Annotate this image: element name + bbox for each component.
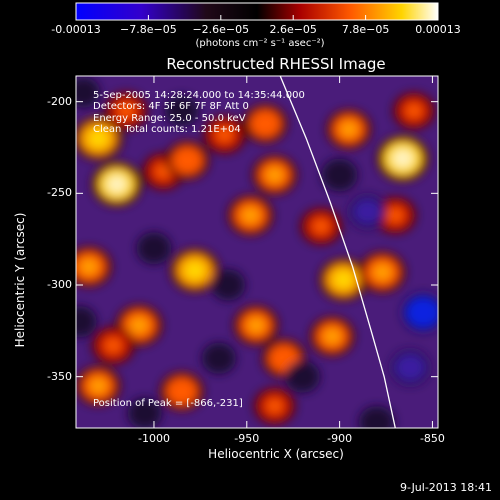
heatmap-blob-16 bbox=[319, 258, 368, 301]
x-tick-label: -850 bbox=[419, 432, 445, 445]
heatmap-blob-12 bbox=[252, 155, 298, 195]
annotation-time: 5-Sep-2005 14:28:24.000 to 14:35:44.000 bbox=[93, 90, 305, 101]
axis-ticks bbox=[76, 76, 438, 428]
footer-date: 9-Jul-2013 18:41 bbox=[399, 481, 492, 494]
heatmap-blob-10 bbox=[227, 195, 274, 236]
heatmap-blob-28 bbox=[76, 305, 97, 338]
heatmap-blob-3 bbox=[142, 152, 185, 190]
heatmap-blob-36 bbox=[127, 397, 162, 428]
heatmap-blob-7 bbox=[165, 140, 210, 180]
heatmap-blob-26 bbox=[211, 269, 246, 301]
chart-title: Reconstructed RHESSI Image bbox=[166, 55, 386, 73]
heatmap-blob-35 bbox=[358, 405, 395, 428]
heatmap-blob-2 bbox=[91, 161, 142, 207]
heatmap-blob-15 bbox=[253, 387, 296, 425]
colorbar-ticks bbox=[75, 15, 439, 20]
heatmap-blob-29 bbox=[136, 232, 172, 265]
annotation-detectors: Detectors: 4F 5F 6F 7F 8F Att 0 bbox=[93, 101, 249, 112]
heatmap-blob-37 bbox=[76, 77, 101, 108]
y-tick-label: -300 bbox=[47, 278, 72, 291]
heatmap-blob-33 bbox=[390, 349, 430, 386]
heatmap-blob-8 bbox=[170, 248, 220, 293]
heatmap-blob-34 bbox=[284, 360, 321, 393]
colorbar-tick-label: −7.8e−05 bbox=[120, 23, 177, 36]
heatmap-blob-14 bbox=[159, 371, 204, 411]
heatmap-blob-27 bbox=[201, 342, 237, 375]
heatmap-blob-19 bbox=[299, 207, 343, 245]
colorbar-tick-label: 7.8e−05 bbox=[341, 23, 390, 36]
colorbar-tick-label: 2.6e−05 bbox=[269, 23, 317, 36]
colorbar-unit: (photons cm⁻² s⁻¹ asec⁻²) bbox=[195, 38, 325, 49]
heatmap-blob-17 bbox=[309, 316, 355, 357]
heatmap-blob-18 bbox=[359, 251, 406, 293]
annotation-peak: Position of Peak = [-866,-231] bbox=[93, 398, 243, 409]
annotation-energy: Energy Range: 25.0 - 50.0 keV bbox=[93, 113, 246, 124]
colorbar-tick-label: -0.00013 bbox=[51, 23, 101, 36]
annotation-clean: Clean Total counts: 1.21E+04 bbox=[93, 124, 241, 135]
heatmap-cells bbox=[76, 77, 438, 428]
heatmap-blob-38 bbox=[164, 95, 199, 127]
heatmap-blob-31 bbox=[348, 194, 386, 229]
heatmap-blob-30 bbox=[321, 158, 358, 192]
heatmap-blob-22 bbox=[326, 109, 372, 149]
x-tick-label: -900 bbox=[327, 432, 353, 445]
heatmap-blob-23 bbox=[392, 92, 435, 130]
y-tick-label: -250 bbox=[47, 186, 72, 200]
plot-frame bbox=[75, 75, 439, 429]
colorbar bbox=[75, 2, 439, 21]
x-axis-label: Heliocentric X (arcsec) bbox=[208, 447, 344, 461]
heatmap-blob-21 bbox=[376, 135, 429, 182]
heatmap-blob-6 bbox=[76, 366, 121, 406]
heatmap-blob-32 bbox=[401, 293, 438, 332]
colorbar-tick-label: 0.00013 bbox=[415, 23, 461, 36]
heatmap-blob-24 bbox=[374, 196, 417, 234]
solar-limb-curve bbox=[279, 76, 396, 428]
heatmap-blob-0 bbox=[76, 116, 123, 161]
heatmap-blob-11 bbox=[243, 104, 288, 144]
heatmap-blob-9 bbox=[203, 115, 247, 154]
heatmap-blob-13 bbox=[233, 305, 279, 346]
heatmap-image bbox=[76, 76, 438, 428]
heatmap-blob-25 bbox=[91, 326, 135, 365]
y-axis-label: Heliocentric Y (arcsec) bbox=[13, 212, 27, 348]
x-tick-label: -950 bbox=[234, 432, 260, 445]
heatmap-blob-4 bbox=[76, 246, 112, 287]
heatmap-blob-1 bbox=[104, 91, 148, 130]
y-tick-label: -350 bbox=[47, 369, 72, 383]
colorbar-tick-label: −2.6e−05 bbox=[192, 23, 250, 36]
x-tick-label: -1000 bbox=[137, 432, 170, 445]
y-tick-label: -200 bbox=[47, 94, 72, 108]
